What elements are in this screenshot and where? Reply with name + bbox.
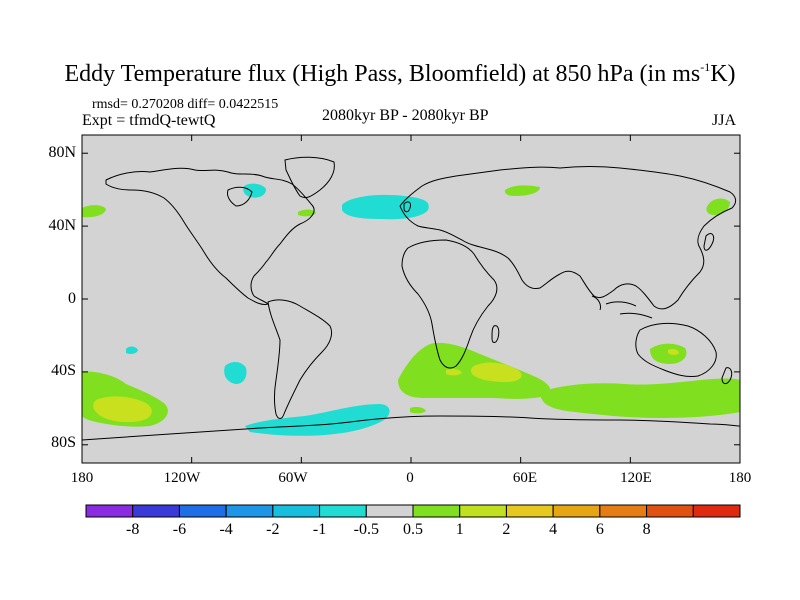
madagascar-coastline	[491, 325, 500, 343]
colorbar-label: -6	[172, 521, 187, 538]
colorbar	[85, 504, 741, 518]
colorbar-swatch	[178, 504, 227, 518]
lon-tick-label-60w: 60W	[278, 470, 308, 486]
colorbar-swatch	[552, 504, 601, 518]
north-atlantic-west-positive-region	[298, 209, 316, 217]
eurasia-coastline	[399, 166, 737, 310]
colorbar-swatch	[692, 504, 741, 518]
period-label: 2080kyr BP - 2080kyr BP	[322, 107, 489, 124]
colorbar-label: -4	[219, 521, 233, 538]
atlantic-strong-region	[446, 369, 462, 376]
antarctica-coastline	[82, 415, 740, 441]
experiment-label: Expt = tfmdQ-tewtQ	[82, 112, 216, 129]
rmsd-diff-stats: rmsd= 0.270208 diff= 0.0422515	[92, 97, 279, 112]
colorbar-swatch	[646, 504, 694, 518]
colorbar-label: -0.5	[353, 521, 379, 538]
colorbar-label: -2	[266, 521, 280, 538]
colorbar-swatch	[272, 504, 321, 518]
hudson-bay-coastline	[227, 186, 253, 207]
colorbar-swatch	[132, 504, 180, 518]
lon-tick-label-180e: 180	[728, 470, 752, 486]
southern-ocean-negative-region	[245, 404, 390, 436]
south-pacific-negative-region	[224, 362, 247, 384]
north-pacific-east-positive-region	[706, 198, 730, 216]
colorbar-label: 8	[642, 521, 651, 538]
colorbar-swatch	[365, 504, 414, 518]
south-america-coastline	[267, 299, 333, 419]
colorbar-label: -8	[126, 521, 140, 538]
atlantic-small-positive-region	[410, 407, 426, 414]
pacific-negative-region	[126, 346, 138, 354]
lon-tick-label-180w: 180	[70, 470, 94, 486]
lon-tick-label-120w: 120W	[163, 470, 201, 486]
indonesia-coastline	[591, 295, 653, 319]
southern-indian-positive-region	[540, 378, 740, 418]
plot-title: Eddy Temperature flux (High Pass, Bloomf…	[64, 60, 736, 87]
lat-tick-label-80s: 80S	[51, 434, 76, 451]
greenland-coastline	[284, 156, 335, 199]
siberia-positive-region	[504, 185, 540, 196]
axis-ticks	[81, 135, 741, 463]
japan-coastline	[703, 233, 715, 251]
colorbar-label: 0.5	[403, 521, 423, 538]
new-zealand-coastline	[721, 367, 733, 385]
indian-ocean-strong-region	[470, 362, 522, 382]
british-isles-coastline	[403, 201, 411, 213]
lon-tick-label-120e: 120E	[620, 470, 652, 486]
colorbar-label: -1	[312, 521, 327, 538]
colorbar-swatch	[225, 504, 274, 518]
north-america-coastline	[105, 167, 315, 305]
africa-coastline	[401, 239, 498, 369]
lat-tick-label-80n: 80N	[48, 144, 76, 161]
lon-tick-label-0: 0	[406, 470, 414, 486]
australia-coastline	[635, 322, 717, 377]
colorbar-swatch	[599, 504, 648, 518]
colorbar-swatch	[85, 504, 134, 518]
coastlines	[82, 156, 740, 441]
strong-positive-anomaly-regions	[93, 349, 679, 423]
negative-anomaly-regions	[126, 183, 429, 436]
lat-tick-label-40s: 40S	[51, 362, 76, 379]
colorbar-swatch	[459, 504, 507, 518]
hudson-bay-negative-region	[243, 183, 266, 198]
lat-tick-label-40n: 40N	[48, 217, 76, 234]
lat-tick-label-equator: 0	[68, 290, 76, 307]
south-pacific-strong-region	[93, 396, 152, 423]
north-pacific-west-positive-region	[82, 205, 106, 218]
season-label: JJA	[712, 112, 737, 129]
colorbar-label: 1	[455, 521, 464, 538]
north-atlantic-negative-region	[342, 194, 429, 220]
lon-tick-label-60e: 60E	[512, 470, 538, 486]
colorbar-swatch	[319, 504, 367, 518]
colorbar-label: 2	[502, 521, 511, 538]
australia-positive-region	[650, 343, 687, 364]
colorbar-swatch	[505, 504, 554, 518]
australia-strong-region	[668, 349, 679, 355]
colorbar-label: 6	[595, 521, 604, 538]
colorbar-swatch	[412, 504, 461, 518]
colorbar-label: 4	[549, 521, 558, 538]
